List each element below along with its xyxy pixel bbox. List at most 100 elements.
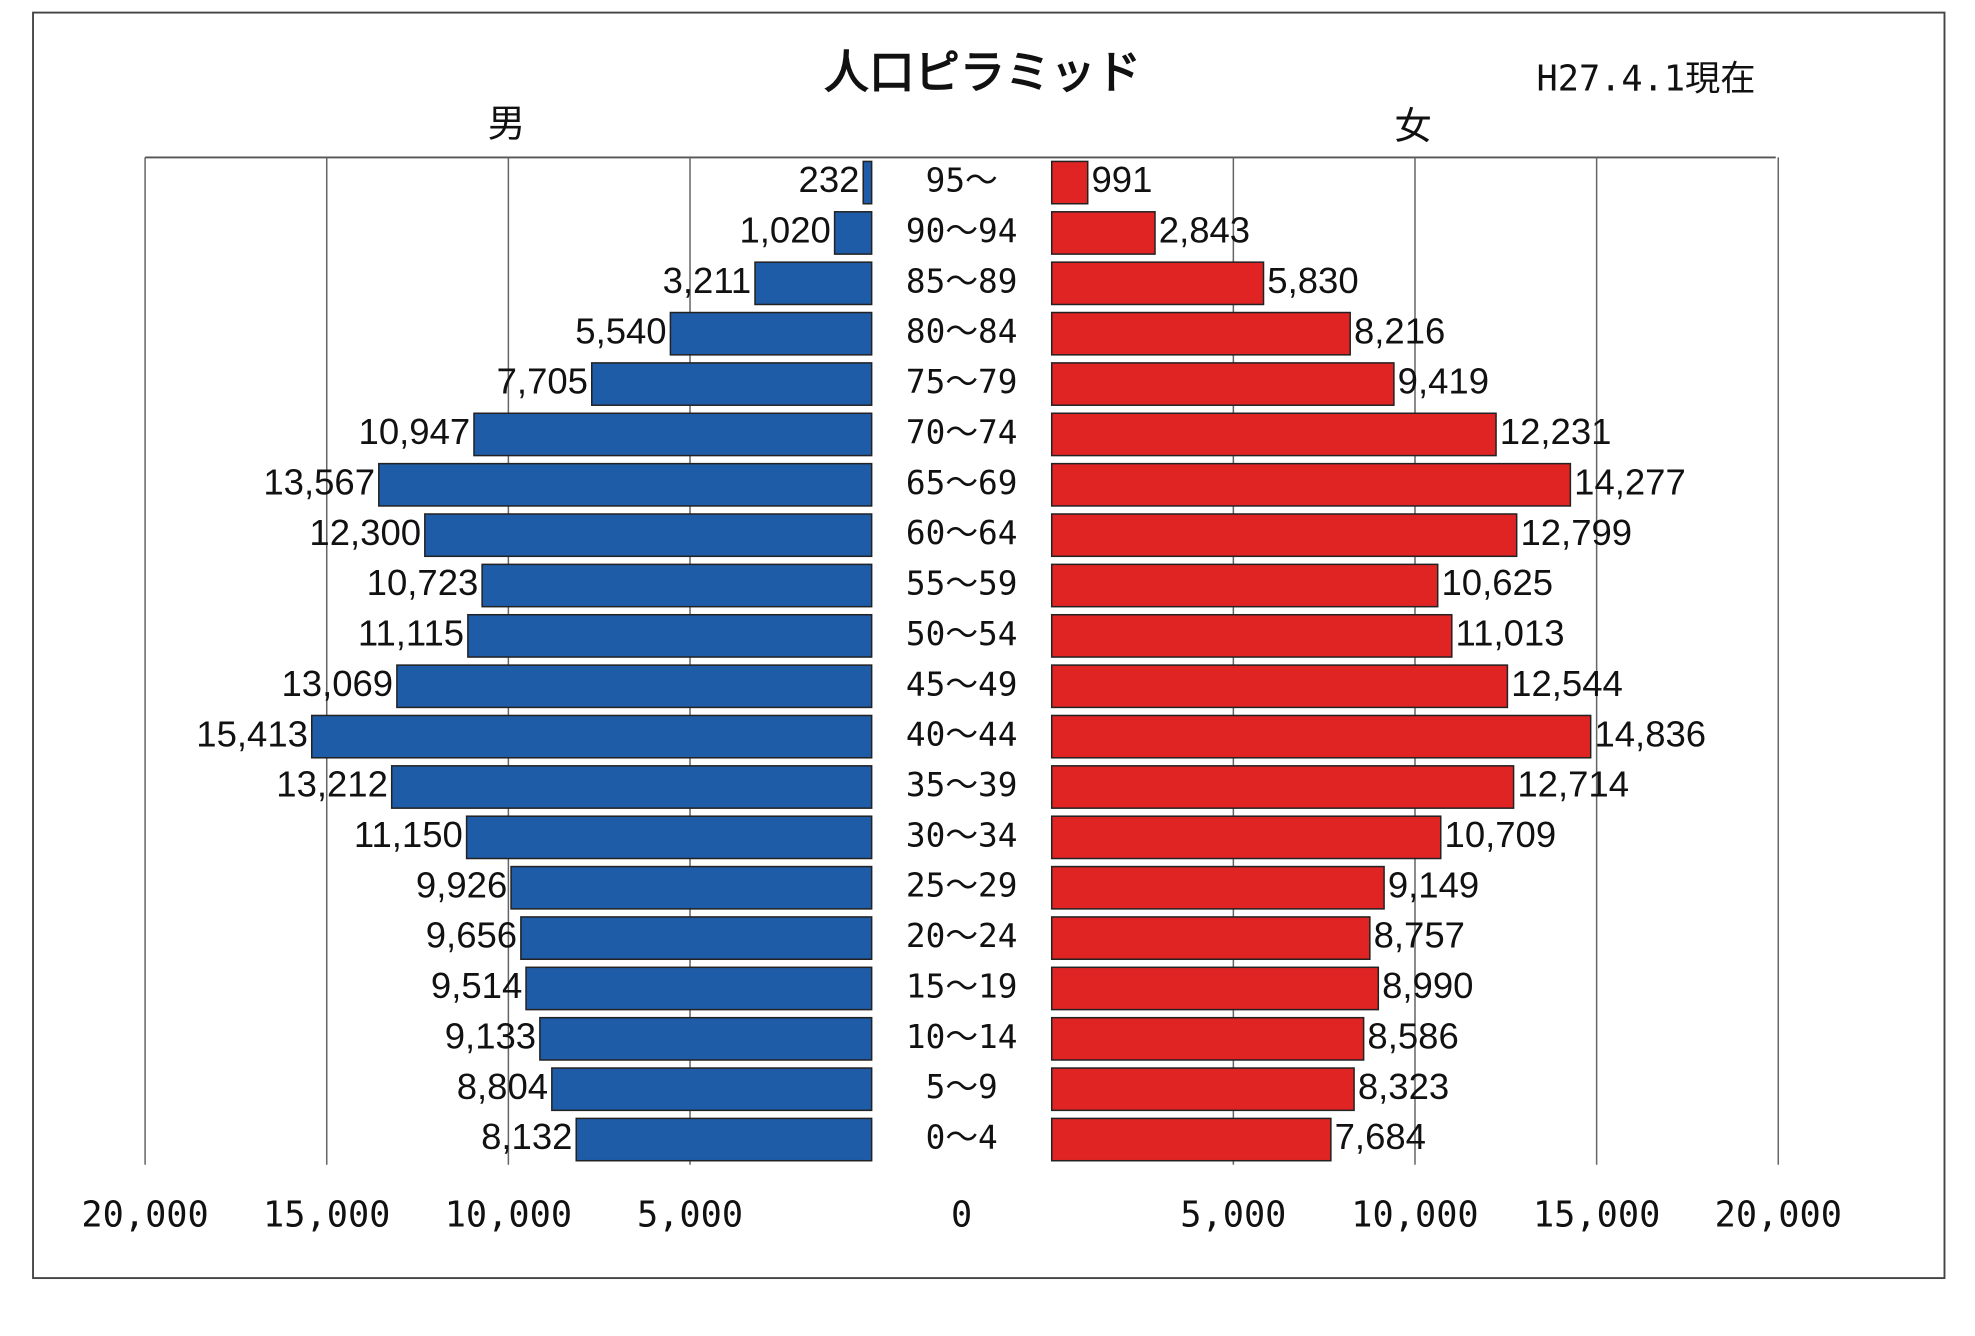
value-label: 8,757 <box>1374 915 1465 956</box>
bar <box>1050 1067 1355 1112</box>
age-label: 40～44 <box>906 716 1018 754</box>
value-label: 8,990 <box>1382 965 1473 1006</box>
bar <box>424 513 873 558</box>
bar <box>1050 664 1509 709</box>
bar <box>473 412 873 457</box>
value-label: 9,419 <box>1398 361 1489 402</box>
bar <box>539 1016 873 1061</box>
x-tick-label: 15,000 <box>263 1194 390 1235</box>
bar <box>1050 513 1518 558</box>
bar <box>1050 865 1385 910</box>
x-tick-label: 10,000 <box>1351 1194 1478 1235</box>
value-label: 9,514 <box>431 965 522 1006</box>
frame <box>32 11 1946 1280</box>
bar <box>520 916 873 961</box>
bar <box>481 563 873 608</box>
bar <box>1050 462 1572 507</box>
age-label: 15～19 <box>906 967 1018 1005</box>
age-label: 0～4 <box>926 1119 998 1157</box>
bar <box>754 261 873 306</box>
bar <box>1050 765 1515 809</box>
age-label: 80～84 <box>906 313 1018 351</box>
age-label: 50～54 <box>906 615 1018 653</box>
value-label: 13,567 <box>263 461 375 502</box>
value-label: 10,625 <box>1441 562 1553 603</box>
value-label: 8,132 <box>481 1116 572 1157</box>
bar <box>1050 160 1089 205</box>
bar <box>1050 311 1351 356</box>
bar <box>396 664 873 709</box>
value-label: 11,150 <box>354 814 463 855</box>
age-label: 5～9 <box>926 1068 998 1106</box>
bar <box>551 1067 873 1112</box>
value-label: 5,830 <box>1267 260 1358 301</box>
x-tick-label: 20,000 <box>1715 1194 1842 1235</box>
value-label: 13,212 <box>276 764 388 805</box>
value-label: 8,586 <box>1367 1015 1458 1056</box>
value-label: 7,684 <box>1335 1116 1426 1157</box>
age-label: 30～34 <box>906 816 1018 854</box>
series-label: 男 <box>488 101 526 145</box>
value-label: 15,413 <box>196 713 308 754</box>
value-label: 9,656 <box>426 915 517 956</box>
value-label: 9,149 <box>1388 864 1479 905</box>
value-label: 8,804 <box>457 1066 548 1107</box>
value-label: 1,020 <box>739 210 830 251</box>
value-label: 14,277 <box>1574 461 1686 502</box>
bar <box>510 865 873 910</box>
bar <box>1050 1117 1332 1162</box>
bar <box>1050 916 1371 961</box>
bar <box>310 714 873 759</box>
bar <box>467 613 873 658</box>
age-label: 85～89 <box>906 262 1018 300</box>
bar <box>378 462 873 507</box>
bar <box>390 765 873 809</box>
bar <box>525 966 873 1011</box>
bar <box>1050 966 1380 1011</box>
bar <box>862 160 873 205</box>
value-label: 9,133 <box>445 1015 536 1056</box>
age-label: 35～39 <box>906 766 1018 804</box>
bar <box>1050 714 1592 759</box>
bar <box>669 311 873 356</box>
bar <box>1050 211 1156 255</box>
value-label: 8,216 <box>1354 310 1445 351</box>
x-tick-label: 5,000 <box>1180 1194 1286 1235</box>
x-tick-label: 20,000 <box>81 1194 208 1235</box>
value-label: 9,926 <box>416 864 507 905</box>
value-label: 11,013 <box>1456 613 1565 654</box>
age-label: 60～64 <box>906 514 1018 552</box>
bar <box>1050 613 1453 658</box>
bar <box>465 815 873 860</box>
value-label: 8,323 <box>1358 1066 1449 1107</box>
value-label: 12,799 <box>1520 512 1632 553</box>
bar <box>1050 1016 1365 1061</box>
age-label: 75～79 <box>906 363 1018 401</box>
value-label: 10,947 <box>359 411 471 452</box>
bar <box>575 1117 873 1162</box>
age-label: 55～59 <box>906 565 1018 603</box>
value-label: 2,843 <box>1159 210 1250 251</box>
age-label: 10～14 <box>906 1018 1018 1056</box>
age-label: 70～74 <box>906 413 1018 451</box>
value-label: 12,231 <box>1500 411 1612 452</box>
value-label: 13,069 <box>281 663 393 704</box>
value-label: 14,836 <box>1594 713 1706 754</box>
value-label: 10,723 <box>367 562 479 603</box>
x-tick-label: 15,000 <box>1533 1194 1660 1235</box>
value-label: 5,540 <box>575 310 666 351</box>
bar <box>833 211 873 255</box>
age-label: 95～ <box>926 162 998 200</box>
subtitle: H27.4.1現在 <box>1537 59 1756 100</box>
x-tick-label: 10,000 <box>445 1194 572 1235</box>
bar <box>1050 815 1442 860</box>
value-label: 7,705 <box>497 361 588 402</box>
age-label: 20～24 <box>906 917 1018 955</box>
chart-title: 人口ピラミッド <box>824 46 1141 99</box>
age-label: 90～94 <box>906 212 1018 250</box>
bar <box>1050 412 1497 457</box>
value-label: 232 <box>799 159 860 200</box>
x-tick-label: 0 <box>951 1194 972 1235</box>
bar <box>1050 261 1265 306</box>
value-label: 12,300 <box>309 512 421 553</box>
